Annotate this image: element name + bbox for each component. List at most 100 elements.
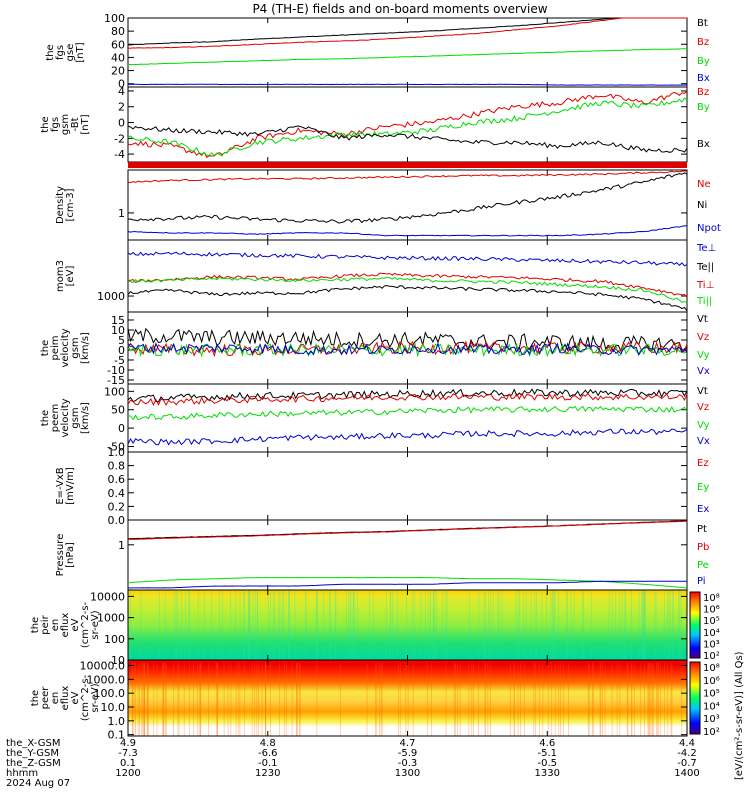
series-line-By (127, 48, 688, 66)
series-line-Te|| (127, 285, 688, 312)
legend-label-Ti||: Ti|| (696, 296, 712, 307)
y-tick-label: 0 (118, 422, 125, 435)
legend-label-Te||: Te|| (696, 262, 714, 273)
y-axis-label: the peim velocity gsm [km/s] (40, 328, 91, 367)
x-tick-label-zgsm: -0.5 (537, 758, 557, 769)
series-line-Ti|| (127, 276, 688, 304)
y-axis-label: the fgs gse [nT] (45, 42, 86, 62)
legend-label-Pb: Pb (697, 542, 709, 553)
series-line-Te⊥ (127, 251, 688, 267)
y-axis-label-line: peir (40, 614, 51, 634)
y-axis-label-line: E=-VxB (55, 467, 66, 504)
series-line-Ne (127, 170, 688, 184)
y-axis-label-line: Density (55, 186, 66, 224)
y-tick-label: 5 (118, 334, 125, 347)
y-axis-label-line: eflux (60, 686, 71, 711)
y-axis-label-line: the (30, 617, 41, 633)
y-tick-label: 0.2 (108, 500, 126, 513)
legend-label-Bt: Bt (697, 18, 708, 29)
y-axis-label: the peir en eflux eV (cm^2-s-sr-eV) (30, 601, 101, 648)
series-line-Npot (127, 225, 688, 237)
y-axis-label-line: peer (40, 686, 51, 710)
colorbar-tick-label: 10³ (703, 639, 720, 650)
y-axis-label-line: the (30, 690, 41, 706)
y-axis-label: Pressure [nPa] (55, 534, 76, 577)
spectrogram-peer (128, 660, 687, 736)
colorbar-tick-label: 10⁵ (703, 616, 720, 627)
y-axis-label: the fgs gsm -Bt [nT] (40, 114, 91, 135)
panel-frame (127, 451, 688, 521)
panel-frame (127, 86, 688, 163)
series-line-Vx (127, 341, 688, 356)
x-tick-label-xgsm: 4.6 (539, 738, 555, 749)
colorbar-tick-label: 10³ (703, 714, 720, 725)
y-axis-label-line: the (40, 340, 51, 356)
y-tick-label: 100 (104, 12, 125, 25)
legend-label-Bx: Bx (697, 73, 710, 84)
panel-density: 1 Density [cm-3] Ne Ni Npot (55, 169, 721, 241)
legend-label-Vx: Vx (697, 436, 710, 447)
y-tick-label: 10 (111, 654, 125, 667)
y-tick-label: 1000.0 (87, 673, 126, 686)
series-line-Vt (127, 327, 688, 354)
y-axis-label-line: gsm (70, 407, 81, 428)
legend-label-Vz: Vz (697, 402, 709, 413)
colorbar-tick-label: 10⁴ (703, 628, 720, 639)
legend-label-Pe: Pe (697, 560, 709, 571)
y-tick-label: 100 (104, 633, 125, 646)
y-axis-label-line: peem (50, 404, 61, 432)
x-tick-label-ygsm: -4.2 (677, 748, 697, 759)
legend-label-Ne: Ne (697, 179, 711, 190)
x-tick-label-hhmm: 1400 (674, 768, 699, 779)
y-tick-label: -50 (107, 440, 125, 453)
y-axis-label-line: gse (65, 44, 76, 62)
y-axis-label-line: eV (70, 618, 81, 631)
x-row-label: the_Z-GSM (6, 758, 61, 769)
panel-fgs_gsm: -4 -2 0 2 4 the fgs gsm -Bt [nT] Bz By Bx (40, 85, 710, 163)
y-axis-label: Density [cm-3] (55, 186, 76, 224)
colorbar-tick-label: 10² (703, 651, 720, 662)
colorbar-tick-label: 10⁴ (703, 701, 720, 712)
y-tick-label: 0.6 (108, 473, 126, 486)
y-axis-label-line: the (45, 44, 56, 60)
x-tick-label-ygsm: -5.9 (398, 748, 418, 759)
y-tick-label: 50 (111, 404, 125, 417)
legend-label-By: By (697, 102, 710, 113)
y-axis-label-line: [nT] (75, 42, 86, 62)
panel-peem: -50 0 50 100 the peem velocity gsm [km/s] Vt Vz Vy V… (40, 383, 710, 453)
series-line-Pb (127, 520, 688, 540)
y-tick-label: 40 (111, 51, 125, 64)
y-axis-label-line: velocity (60, 328, 71, 367)
colorbar-gradient (689, 661, 701, 735)
series-line-Bx (127, 125, 688, 153)
quality-flag-bar (128, 162, 687, 168)
y-axis-label: E=-VxB [mV/m] (55, 467, 76, 505)
y-tick-label: 100 (104, 385, 125, 398)
x-tick-label-zgsm: -0.7 (677, 758, 697, 769)
legend-label-Ez: Ez (697, 458, 709, 469)
series-line-By (127, 97, 688, 157)
legend-label-Vz: Vz (697, 332, 709, 343)
series-line-Vz (127, 392, 688, 407)
y-tick-label: 10.0 (101, 701, 126, 714)
y-tick-label: 1 (118, 539, 125, 552)
series-line-Vt (127, 388, 688, 403)
y-tick-label: 4 (118, 85, 125, 98)
y-axis-label: the peer en eflux eV (cm^2-s-sr-eV) (30, 674, 101, 721)
y-axis-label-line: fgs (50, 117, 61, 132)
colorbar-tick-label: 10⁶ (703, 605, 720, 616)
y-axis-label-line: (cm^2-s- (80, 601, 91, 648)
y-axis-label-line: (cm^2-s- (80, 674, 91, 721)
y-tick-label: 1.0 (108, 446, 126, 459)
y-axis-label-line: sr-eV) (90, 610, 101, 639)
y-axis-label-line: [nPa] (65, 542, 76, 568)
panel-peer: 10⁸10⁶10⁵10⁴10³10²0.11.010.0100.01000.01… (30, 659, 720, 742)
y-tick-label: 10000.0 (80, 660, 126, 673)
legend-label-Vy: Vy (697, 420, 710, 431)
y-axis-label-line: eV (70, 691, 81, 704)
x-tick-label-zgsm: -0.3 (398, 758, 418, 769)
